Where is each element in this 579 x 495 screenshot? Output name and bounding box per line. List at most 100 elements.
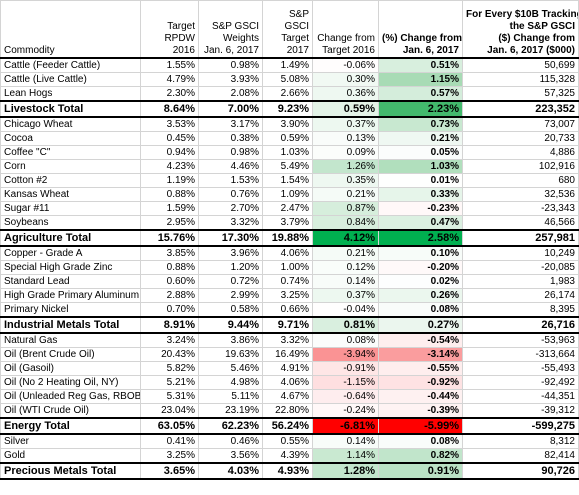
header-text: 2016 <box>172 45 195 56</box>
cell: 0.82% <box>378 448 463 464</box>
cell: 7.00% <box>198 100 263 118</box>
cell: 22.80% <box>262 403 313 419</box>
cell: 3.53% <box>140 116 199 132</box>
cell: 115,328 <box>462 72 579 87</box>
cell: 4.79% <box>140 72 199 87</box>
cell: 0.30% <box>312 72 379 87</box>
header-cell: (%) Change from Jan. 6, 2017 <box>378 0 463 59</box>
cell: 0.21% <box>312 245 379 261</box>
cell: 0.72% <box>198 274 263 289</box>
cell: 0.59% <box>262 131 313 146</box>
cell: 0.59% <box>312 100 379 118</box>
table-row: Natural Gas 3.24% 3.86% 3.32% 0.08% -0.54% -53… <box>0 332 579 348</box>
cell: 0.41% <box>140 433 199 449</box>
cell: 0.88% <box>140 260 199 275</box>
commodity-name: Gold <box>0 448 141 464</box>
cell: 8.64% <box>140 100 199 118</box>
cell: 3.85% <box>140 245 199 261</box>
header-cell: Target RPDW 2016 <box>140 0 199 59</box>
header-text: Target <box>281 33 309 44</box>
cell: 5.49% <box>262 159 313 174</box>
cell: 1.53% <box>198 173 263 188</box>
cell: 0.27% <box>378 316 463 334</box>
cell: 3.93% <box>198 72 263 87</box>
cell: 23.04% <box>140 403 199 419</box>
cell: 102,916 <box>462 159 579 174</box>
cell: 1,983 <box>462 274 579 289</box>
commodity-name: Kansas Wheat <box>0 187 141 202</box>
table-row: Oil (Unleaded Reg Gas, RBOB) 5.31% 5.11% 4.… <box>0 389 579 404</box>
cell: 2.23% <box>378 100 463 118</box>
cell: 0.14% <box>312 274 379 289</box>
header-text: Target 2016 <box>322 45 375 56</box>
cell: 0.08% <box>378 433 463 449</box>
cell: -313,664 <box>462 347 579 362</box>
cell: 3.32% <box>262 332 313 348</box>
cell: 1.19% <box>140 173 199 188</box>
table-row: Oil (No 2 Heating Oil, NY) 5.21% 4.98% 4.06… <box>0 375 579 390</box>
cell: 1.09% <box>262 187 313 202</box>
cell: 82,414 <box>462 448 579 464</box>
header-row: Commodity Target RPDW 2016 S&P GSCI Weights Ja… <box>0 0 579 59</box>
cell: 2.88% <box>140 288 199 303</box>
cell: 0.36% <box>312 86 379 102</box>
cell: 20.43% <box>140 347 199 362</box>
header-text: (%) Change from <box>382 33 462 44</box>
header-text: the S&P GSCI <box>509 21 575 32</box>
cell: -0.23% <box>378 201 463 216</box>
cell: -0.44% <box>378 389 463 404</box>
table-row: Soybeans 2.95% 3.32% 3.79% 0.84% 0.47% 46,566 <box>0 215 579 231</box>
cell: 0.74% <box>262 274 313 289</box>
cell: 1.03% <box>262 145 313 160</box>
header-text: 2017 <box>286 45 309 56</box>
cell: 2.95% <box>140 215 199 231</box>
table-row: Copper - Grade A 3.85% 3.96% 4.06% 0.21% 0.10… <box>0 245 579 261</box>
header-text: Weights <box>223 33 259 44</box>
cell: 0.81% <box>312 316 379 334</box>
cell: 0.98% <box>198 57 263 73</box>
commodity-name: Cattle (Live Cattle) <box>0 72 141 87</box>
cell: 0.05% <box>378 145 463 160</box>
table-row: Cotton #2 1.19% 1.53% 1.54% 0.35% 0.01% 680 <box>0 173 579 188</box>
cell: 9.71% <box>262 316 313 334</box>
cell: 0.57% <box>378 86 463 102</box>
cell: 1.26% <box>312 159 379 174</box>
cell: 0.70% <box>140 302 199 318</box>
cell: 0.38% <box>198 131 263 146</box>
cell: 0.37% <box>312 288 379 303</box>
cell: 0.35% <box>312 173 379 188</box>
cell: 4.12% <box>312 229 379 247</box>
cell: -55,493 <box>462 361 579 376</box>
cell: 3.25% <box>262 288 313 303</box>
cell: 0.55% <box>262 433 313 449</box>
commodity-name: Primary Nickel <box>0 302 141 318</box>
header-text: S&P <box>288 9 309 20</box>
cell: 5.46% <box>198 361 263 376</box>
cell: -44,351 <box>462 389 579 404</box>
cell: 3.25% <box>140 448 199 464</box>
cell: 1.03% <box>378 159 463 174</box>
table-row: Standard Lead 0.60% 0.72% 0.74% 0.14% 0.02% 1,… <box>0 274 579 289</box>
cell: -20,085 <box>462 260 579 275</box>
header-text: For Every $10B Tracking <box>466 9 579 20</box>
cell: 23.19% <box>198 403 263 419</box>
header-text: Jan. 6, 2017 <box>203 45 259 56</box>
commodity-name: Natural Gas <box>0 332 141 348</box>
cell: 0.08% <box>312 332 379 348</box>
cell: 2.30% <box>140 86 199 102</box>
cell: 20,733 <box>462 131 579 146</box>
cell: 0.58% <box>198 302 263 318</box>
header-text: Commodity <box>4 45 55 56</box>
commodity-name: Oil (Unleaded Reg Gas, RBOB) <box>0 389 141 404</box>
cell: 3.96% <box>198 245 263 261</box>
table-row: Cattle (Feeder Cattle) 1.55% 0.98% 1.49% -0.… <box>0 57 579 73</box>
header-cell: For Every $10B Tracking the S&P GSCI ($) C… <box>462 0 579 59</box>
cell: 4.06% <box>262 375 313 390</box>
cell: 1.15% <box>378 72 463 87</box>
commodity-name: Soybeans <box>0 215 141 231</box>
cell: 4.39% <box>262 448 313 464</box>
cell: 1.59% <box>140 201 199 216</box>
cell: 0.66% <box>262 302 313 318</box>
cell: 4.46% <box>198 159 263 174</box>
